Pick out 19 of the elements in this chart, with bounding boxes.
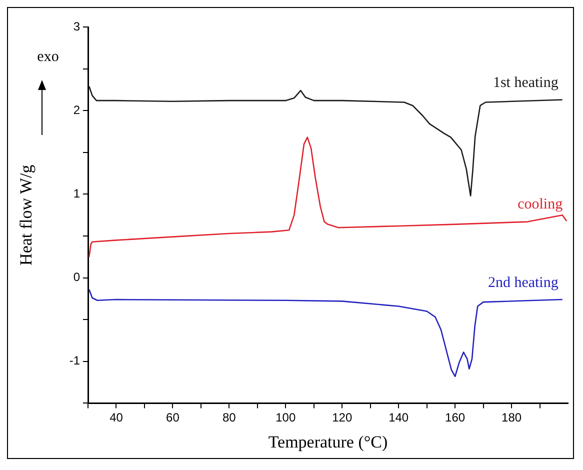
- y-tick-label: 3: [73, 19, 80, 34]
- y-tick-label: 1: [73, 186, 80, 201]
- x-tick-label: 60: [166, 410, 180, 425]
- x-tick-label: 40: [110, 410, 124, 425]
- x-tick-label: 180: [502, 410, 522, 425]
- x-tick-label: 100: [276, 410, 296, 425]
- x-tick-label: 160: [445, 410, 466, 425]
- x-axis-title: Temperature (°C): [268, 432, 388, 452]
- series-label: 1st heating: [492, 75, 559, 92]
- y-tick-label: 0: [73, 270, 80, 284]
- text: exo: [37, 48, 59, 65]
- x-tick-label: 80: [222, 410, 236, 425]
- x-tick-label: 120: [332, 410, 352, 425]
- y-axis-title: Heat flow W/g: [16, 164, 36, 266]
- y-tick-label: -1: [69, 354, 80, 368]
- x-tick-label: 140: [388, 410, 409, 425]
- y-tick-label: 2: [73, 102, 80, 117]
- series-label: cooling: [518, 196, 564, 212]
- series-label: 2nd heating: [488, 274, 559, 291]
